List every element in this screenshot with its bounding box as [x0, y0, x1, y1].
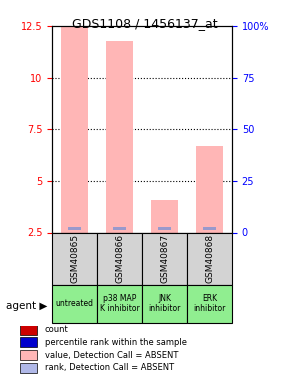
- Bar: [203, 227, 216, 230]
- Bar: [61, 26, 88, 233]
- Bar: [158, 227, 171, 230]
- FancyBboxPatch shape: [142, 232, 187, 285]
- Text: percentile rank within the sample: percentile rank within the sample: [45, 338, 187, 347]
- Text: untreated: untreated: [56, 299, 94, 308]
- FancyBboxPatch shape: [187, 285, 232, 322]
- FancyBboxPatch shape: [52, 232, 97, 285]
- Bar: [20, 338, 37, 347]
- Text: GSM40868: GSM40868: [205, 234, 214, 284]
- Text: rank, Detection Call = ABSENT: rank, Detection Call = ABSENT: [45, 363, 174, 372]
- Bar: [151, 200, 178, 232]
- Text: GSM40866: GSM40866: [115, 234, 124, 284]
- Text: agent ▶: agent ▶: [6, 301, 47, 310]
- FancyBboxPatch shape: [187, 232, 232, 285]
- Text: ERK
inhibitor: ERK inhibitor: [193, 294, 226, 314]
- Bar: [113, 227, 126, 230]
- Text: value, Detection Call = ABSENT: value, Detection Call = ABSENT: [45, 351, 178, 360]
- FancyBboxPatch shape: [97, 232, 142, 285]
- Text: GDS1108 / 1456137_at: GDS1108 / 1456137_at: [72, 17, 218, 30]
- Text: GSM40867: GSM40867: [160, 234, 169, 284]
- Text: count: count: [45, 325, 68, 334]
- FancyBboxPatch shape: [142, 285, 187, 322]
- Bar: [20, 363, 37, 373]
- Bar: [20, 350, 37, 360]
- FancyBboxPatch shape: [97, 285, 142, 322]
- Bar: [20, 325, 37, 334]
- Bar: [196, 146, 223, 232]
- Text: p38 MAP
K inhibitor: p38 MAP K inhibitor: [100, 294, 139, 314]
- Bar: [68, 227, 81, 230]
- Text: JNK
inhibitor: JNK inhibitor: [148, 294, 181, 314]
- Bar: [106, 41, 133, 232]
- FancyBboxPatch shape: [52, 285, 97, 322]
- Text: GSM40865: GSM40865: [70, 234, 79, 284]
